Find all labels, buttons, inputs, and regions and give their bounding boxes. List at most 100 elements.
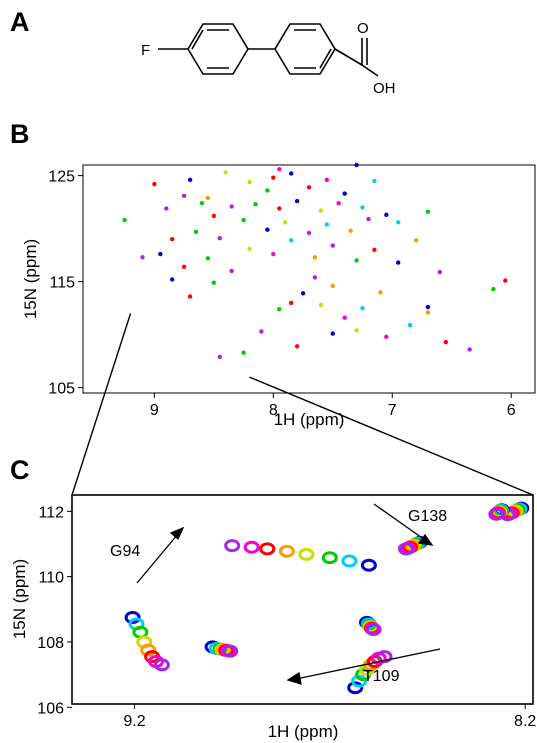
peak-contour [365, 623, 382, 636]
peak-contour [341, 554, 358, 568]
peak-marker [241, 350, 246, 355]
panel-b-y-tick-label: 125 [48, 169, 75, 186]
panel-b-x-axis-label: 1H (ppm) [274, 410, 345, 429]
peak-marker [348, 228, 353, 233]
peak-marker [354, 162, 359, 168]
panel-b-x-tick-label: 8 [269, 402, 278, 419]
peak-contour [278, 544, 295, 558]
peak-marker [265, 227, 270, 232]
peak-marker [199, 201, 205, 206]
panel-b-hsqc-spectrum: 9 8 7 6 105 115 125 1H (ppm) 15N (ppm) [21, 162, 536, 429]
arrow-g138-head [417, 533, 434, 546]
peak-marker [342, 315, 347, 320]
peak-contour [347, 681, 364, 695]
peak-contour [259, 542, 276, 556]
peak-marker [372, 247, 377, 252]
peak-contour [222, 644, 239, 658]
peak-marker [211, 280, 216, 285]
peak-marker [413, 238, 419, 243]
peak-marker [241, 217, 246, 223]
peak-marker [247, 246, 252, 251]
peak-marker [324, 177, 329, 182]
peak-marker [277, 167, 282, 172]
arrow-t109 [295, 648, 441, 680]
carbonyl-oxygen-label: O [357, 20, 369, 37]
peak-marker [193, 229, 199, 234]
peak-marker [289, 171, 294, 176]
peak-marker [187, 177, 193, 182]
peak-marker [158, 251, 163, 257]
arrow-t109-head [286, 671, 302, 685]
peak-marker [503, 278, 508, 283]
peak-marker [140, 255, 145, 260]
peak-marker [318, 208, 324, 213]
peak-marker [181, 193, 187, 198]
peak-marker [277, 307, 282, 312]
peak-marker [360, 205, 365, 210]
peak-marker [277, 206, 282, 211]
peak-marker [271, 175, 276, 180]
panel-b-y-tick-label: 115 [49, 275, 75, 292]
panel-c-y-axis-label: 15N (ppm) [10, 559, 29, 639]
panel-c-zoomed-spectrum: 9.2 8.2 106 108 110 112 G94 G138 T109 1H (ppm… [10, 494, 536, 741]
peak-marker [384, 334, 389, 339]
peak-marker [223, 170, 228, 175]
peak-marker [187, 294, 193, 299]
arrow-g94 [136, 533, 179, 584]
panel-b-frame [82, 164, 536, 394]
panel-b-peaks [122, 162, 508, 360]
peak-contour [376, 650, 393, 664]
zoom-connector-right [249, 376, 534, 496]
peak-marker [265, 188, 270, 193]
panel-c-y-tick-label: 110 [38, 570, 64, 587]
phenyl-ring-right [274, 23, 336, 75]
peak-contour [153, 658, 170, 672]
peak-marker [211, 213, 216, 219]
peak-marker [384, 212, 389, 217]
peak-marker [360, 306, 365, 311]
peak-marker [294, 198, 300, 204]
panel-letter-b: B [10, 119, 30, 149]
peak-contour [124, 611, 141, 624]
peak-marker [170, 277, 175, 282]
peak-marker [283, 220, 288, 225]
molecule-structure [158, 23, 379, 77]
peak-marker [271, 251, 276, 257]
peak-marker [330, 331, 335, 336]
peak-marker [300, 291, 306, 296]
panel-c-y-tick-label: 108 [37, 635, 64, 652]
panel-c-frame [71, 494, 534, 705]
peak-marker [152, 181, 157, 187]
peak-contour [351, 674, 368, 688]
peak-marker [205, 256, 211, 261]
peak-marker [306, 185, 312, 190]
peak-marker [205, 195, 211, 201]
annotation-g138: G138 [408, 508, 447, 525]
peak-marker [396, 220, 401, 225]
arrow-g94-head [169, 526, 185, 541]
peak-marker [330, 283, 335, 289]
panel-c-peaks [124, 501, 530, 695]
peak-marker [181, 264, 187, 269]
peak-contour [298, 547, 315, 561]
peak-marker [443, 339, 448, 345]
peak-contour [243, 540, 260, 554]
panel-c-x-tick-label: 9.2 [123, 713, 145, 730]
peak-marker [312, 255, 318, 260]
peak-marker [217, 236, 222, 241]
peak-marker [318, 302, 324, 308]
panel-b-x-tick-label: 7 [388, 402, 397, 419]
peak-marker [372, 178, 377, 184]
peak-marker [407, 322, 413, 328]
hydroxyl-label: OH [373, 80, 396, 97]
panel-b-y-axis-label: 15N (ppm) [21, 239, 40, 319]
arrow-g138 [373, 503, 426, 541]
zoom-connector-left [71, 313, 132, 496]
panel-c-x-axis-label: 1H (ppm) [268, 722, 339, 741]
peak-marker [324, 222, 329, 227]
panel-c-arrows [136, 503, 441, 685]
peak-marker [425, 209, 431, 214]
panel-b-y-tick-label: 105 [48, 381, 75, 398]
peak-marker [294, 344, 300, 349]
peak-marker [170, 237, 175, 242]
